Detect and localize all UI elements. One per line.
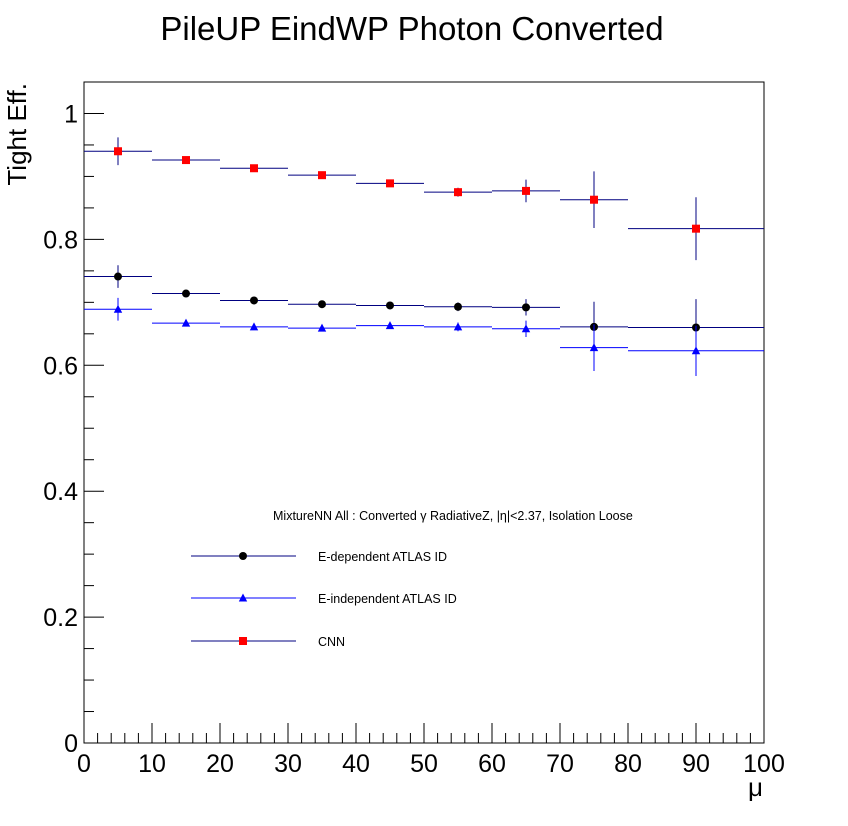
data-point [691, 346, 701, 355]
data-point [182, 289, 190, 298]
y-tick-label: 0 [64, 730, 78, 758]
series-cnn [84, 137, 764, 261]
y-tick-label: 0.6 [43, 352, 78, 380]
x-tick-label: 20 [206, 750, 234, 778]
x-tick-label: 50 [410, 750, 438, 778]
data-point [182, 156, 190, 165]
data-point [250, 296, 258, 305]
legend-marker [239, 637, 247, 645]
data-point [522, 186, 530, 195]
legend-marker [239, 552, 247, 560]
y-tick-label: 1 [64, 100, 78, 128]
data-point [250, 164, 258, 173]
data-point [114, 147, 122, 156]
data-point [249, 322, 259, 331]
y-tick-label: 0.2 [43, 604, 78, 632]
data-point [589, 343, 599, 352]
legend-entry-e-dependent-atlas-id: E-dependent ATLAS ID [191, 550, 447, 564]
legend-entry-e-independent-atlas-id: E-independent ATLAS ID [191, 592, 457, 606]
legend-label: E-independent ATLAS ID [318, 592, 457, 606]
x-axis-label: μ [748, 772, 763, 802]
y-tick-label: 0.8 [43, 226, 78, 254]
series-e-dependent-atlas-id [84, 265, 764, 356]
data-point [454, 188, 462, 197]
x-tick-label: 90 [682, 750, 710, 778]
data-point [521, 324, 531, 333]
plot-frame [83, 81, 765, 744]
data-point [385, 321, 395, 330]
data-point [317, 323, 327, 332]
data-point [114, 272, 122, 281]
legend-entry-cnn: CNN [191, 635, 345, 649]
data-point [522, 303, 530, 312]
x-tick-label: 10 [138, 750, 166, 778]
x-tick-label: 40 [342, 750, 370, 778]
y-axis-ticks: 0 0.2 0.4 0.6 0.8 1 [43, 81, 104, 758]
selection-annotation: MixtureNN All : Converted γ RadiativeZ, … [273, 509, 633, 523]
y-axis-label: Tight Eff. [2, 83, 32, 186]
series-e-independent-atlas-id [84, 297, 764, 376]
x-axis-ticks: 0 10 20 30 40 50 60 70 80 90 100 [77, 723, 785, 778]
x-tick-label: 0 [77, 750, 91, 778]
data-point [692, 224, 700, 233]
legend-label: E-dependent ATLAS ID [318, 550, 447, 564]
x-tick-label: 70 [546, 750, 574, 778]
x-tick-label: 100 [743, 750, 785, 778]
data-point [318, 171, 326, 180]
x-tick-label: 60 [478, 750, 506, 778]
data-point [454, 302, 462, 311]
data-point [318, 300, 326, 309]
data-point [386, 301, 394, 310]
legend-marker [238, 593, 248, 602]
x-tick-label: 80 [614, 750, 642, 778]
y-tick-label: 0.4 [43, 478, 78, 506]
data-point [386, 179, 394, 188]
data-series [84, 137, 764, 376]
data-point [181, 318, 191, 327]
legend: E-dependent ATLAS ID E-independent ATLAS … [191, 550, 457, 649]
data-point [453, 322, 463, 331]
data-point [590, 195, 598, 204]
legend-label: CNN [318, 635, 345, 649]
x-tick-label: 30 [274, 750, 302, 778]
chart-title: PileUP EindWP Photon Converted [160, 10, 663, 47]
data-point [113, 304, 123, 313]
